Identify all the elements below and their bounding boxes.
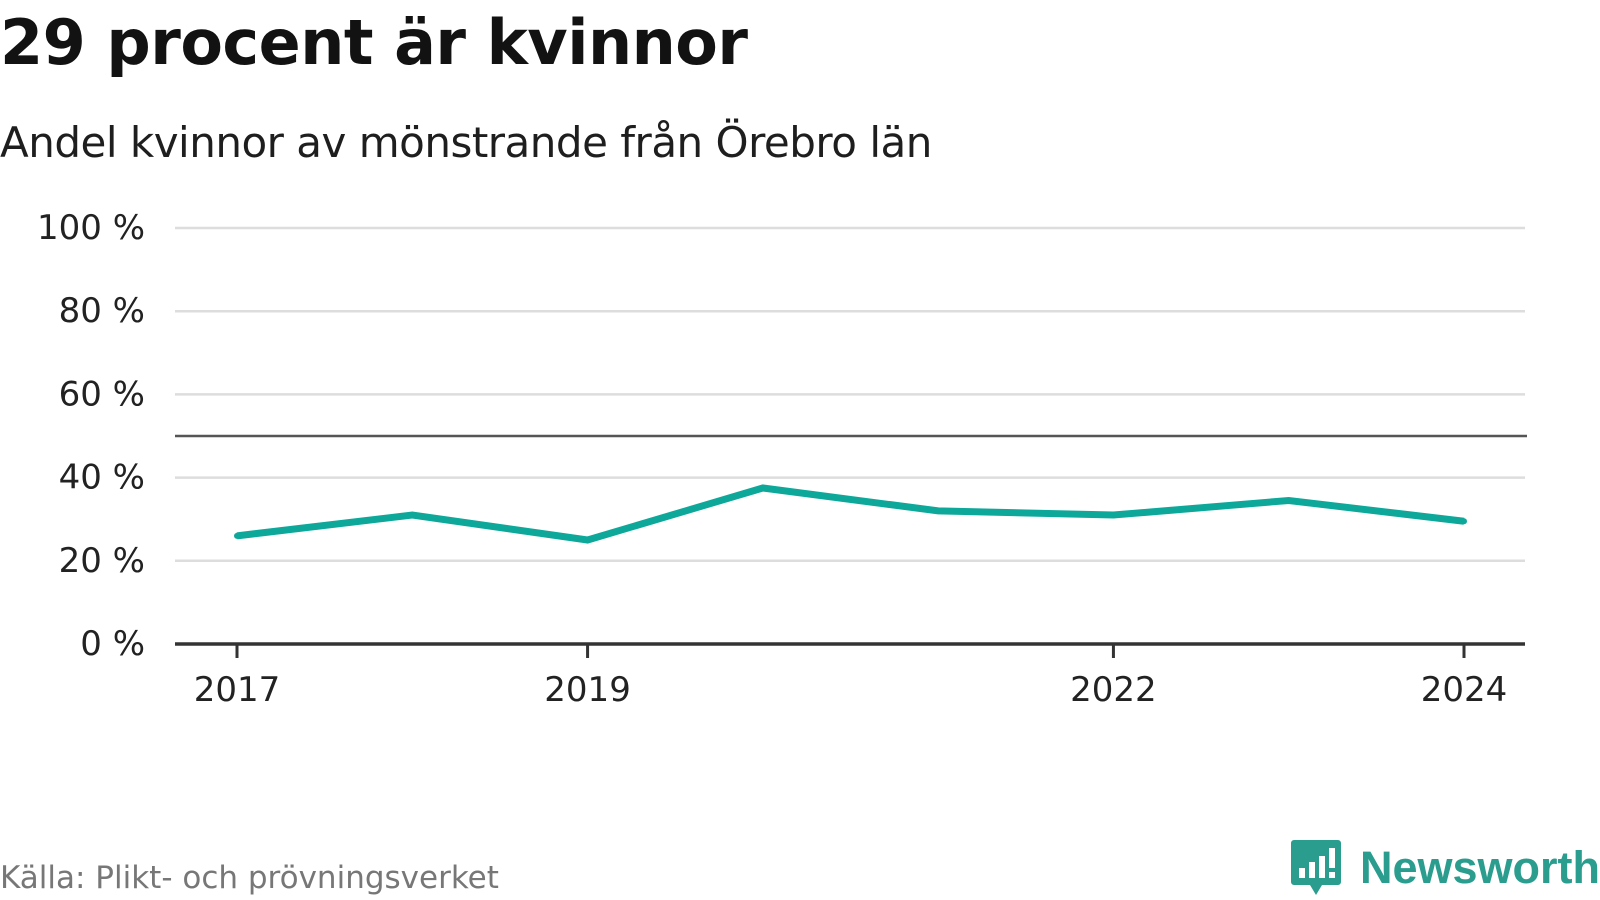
x-tick-label: 2022: [1070, 670, 1157, 710]
data-point-2018: [409, 512, 416, 519]
y-tick-label: 20 %: [59, 541, 145, 581]
series-line-0: [236, 484, 1465, 544]
data-point-2021: [935, 507, 942, 514]
x-tick-label: 2019: [544, 670, 631, 710]
data-point-2023: [1285, 497, 1292, 504]
brand: Newsworthy: [1290, 838, 1600, 898]
brand-name: Newsworthy: [1360, 842, 1600, 893]
x-tick-label: 2017: [194, 670, 281, 710]
source-note: Källa: Plikt- och prövningsverket: [0, 860, 499, 896]
data-point-2024: [1461, 518, 1467, 525]
y-tick-label: 40 %: [59, 458, 145, 498]
newsworthy-logo-icon: [1291, 840, 1341, 895]
y-tick-label: 100 %: [37, 208, 145, 248]
grid-lines: [175, 226, 1525, 563]
chart-title: 29 procent är kvinnor: [0, 6, 748, 79]
y-tick-label: 80 %: [59, 291, 145, 331]
data-point-2017: [234, 532, 240, 539]
x-tick-label: 2024: [1421, 670, 1508, 710]
data-point-2022: [1110, 512, 1117, 519]
y-tick-label: 60 %: [59, 374, 145, 414]
y-axis-ticks: 0 % 20 % 40 % 60 % 80 % 100 %: [37, 208, 145, 664]
series-layer: [234, 484, 1467, 544]
x-axis-ticks: 2017 2019 2022 2024: [194, 644, 1508, 710]
data-point-2020: [759, 485, 766, 491]
line-chart: 0 % 20 % 40 % 60 % 80 % 100 % 2017 2019 2022 202…: [37, 208, 1527, 710]
y-tick-label: 0 %: [80, 624, 145, 664]
chart-subtitle: Andel kvinnor av mönstrande från Örebro …: [0, 118, 932, 167]
data-point-2019: [584, 537, 591, 543]
